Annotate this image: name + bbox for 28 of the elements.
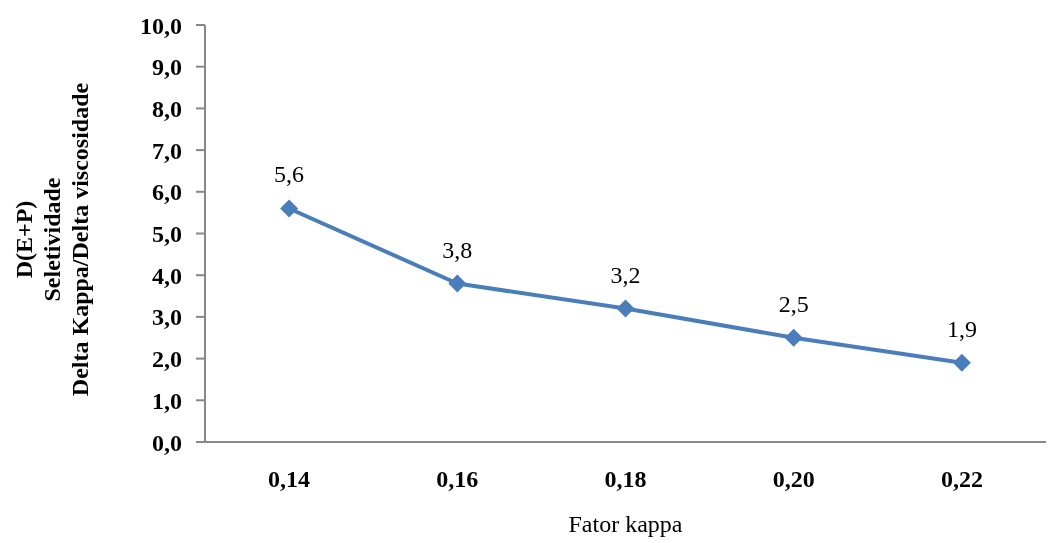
x-axis-title: Fator kappa [568, 511, 683, 537]
x-tick-label: 0,16 [436, 466, 479, 493]
y-tick-label: 8,0 [152, 95, 182, 122]
data-label: 5,6 [274, 161, 305, 188]
y-tick-label: 6,0 [152, 179, 182, 206]
y-tick-label: 2,0 [152, 346, 182, 373]
x-tick-label: 0,14 [268, 466, 311, 493]
y-tick-label: 7,0 [152, 137, 182, 164]
data-label: 3,2 [610, 261, 641, 288]
point [616, 299, 635, 318]
x-tick-label: 0,22 [940, 466, 983, 493]
data-label: 3,8 [442, 236, 473, 263]
y-tick-label: 5,0 [152, 221, 182, 248]
x-tick-label: 0,20 [772, 466, 815, 493]
point [784, 328, 803, 347]
y-tick-label: 10,0 [140, 12, 182, 39]
y-tick-label: 3,0 [152, 304, 182, 331]
y-tick-label: 0,0 [152, 429, 182, 456]
point [280, 199, 299, 218]
data-label: 1,9 [946, 315, 977, 342]
y-tick-label: 9,0 [152, 54, 182, 81]
x-tick-label: 0,18 [604, 466, 647, 493]
y-tick-label: 1,0 [152, 387, 182, 414]
y-axis-title: D(E+P) Seletividade Delta Kappa/Delta viscosidade [11, 82, 93, 397]
point [952, 353, 971, 372]
data-label: 2,5 [778, 290, 809, 317]
point [448, 274, 467, 293]
y-tick-label: 4,0 [152, 262, 182, 289]
